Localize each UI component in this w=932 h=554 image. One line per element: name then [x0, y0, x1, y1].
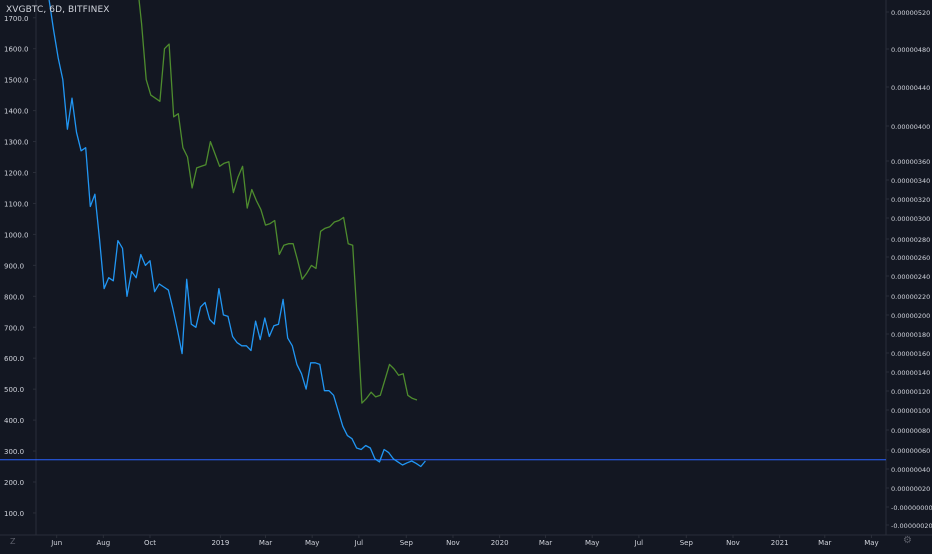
left-axis-tick-label: 1100.0: [4, 200, 29, 208]
time-axis-tick-label: May: [864, 539, 878, 547]
symbol-title[interactable]: XVGBTC, 6D, BITFINEX: [6, 5, 110, 15]
blue-series-line[interactable]: [48, 0, 426, 468]
time-axis-tick-label: Mar: [539, 539, 552, 547]
right-axis-tick-label: 0.00000300: [891, 215, 930, 223]
time-axis-tick-label: Mar: [818, 539, 831, 547]
time-axis-tick-label: 2019: [211, 539, 229, 547]
left-axis-tick-label: 900.0: [4, 262, 24, 270]
time-axis-tick-label: Nov: [446, 539, 460, 547]
green-series-line[interactable]: [137, 0, 418, 404]
right-axis-tick-label: 0.00000020: [891, 485, 930, 493]
time-axis[interactable]: Jun Aug Oct 2019 Mar May Jul Sep Nov 2020 Mar May Ju…: [50, 535, 879, 547]
time-axis-tick-label: Mar: [259, 539, 272, 547]
settings-gear-icon[interactable]: ⚙: [903, 535, 912, 546]
right-axis-tick-label: 0.00000200: [891, 312, 930, 320]
auto-scale-icon[interactable]: Z: [10, 537, 16, 546]
series-layer: [48, 0, 426, 468]
right-axis-tick-label: 0.00000040: [891, 466, 930, 474]
left-axis-tick-label: 1000.0: [4, 231, 29, 239]
left-axis-tick-label: 1400.0: [4, 108, 29, 116]
right-axis-tick-label: 0.00000520: [891, 9, 930, 17]
time-axis-tick-label: Sep: [400, 539, 414, 547]
right-axis-tick-label: 0.00000480: [891, 46, 930, 54]
right-axis[interactable]: -0.00000020 -0.00000000 0.00000020 0.000000…: [886, 9, 932, 530]
time-axis-tick-label: Oct: [144, 539, 156, 547]
right-axis-tick-label: 0.00000340: [891, 177, 930, 185]
time-axis-tick-label: Jun: [50, 539, 62, 547]
right-axis-tick-label: 0.00000220: [891, 293, 930, 301]
time-axis-tick-label: Sep: [680, 539, 694, 547]
left-axis-tick-label: 1500.0: [4, 77, 29, 85]
left-axis-tick-label: 100.0: [4, 510, 24, 518]
time-axis-tick-label: Jul: [634, 539, 644, 547]
right-axis-tick-label: 0.00000060: [891, 447, 930, 455]
right-axis-tick-label: 0.00000140: [891, 369, 930, 377]
right-axis-tick-label: -0.00000020: [891, 522, 932, 530]
left-axis-tick-label: 700.0: [4, 324, 24, 332]
time-axis-tick-label: May: [585, 539, 599, 547]
left-axis-tick-label: 300.0: [4, 448, 24, 456]
time-axis-tick-label: Jul: [354, 539, 364, 547]
left-axis-tick-label: 400.0: [4, 417, 24, 425]
right-axis-tick-label: 0.00000400: [891, 123, 930, 131]
left-axis-tick-label: 1200.0: [4, 170, 29, 178]
time-axis-tick-label: May: [305, 539, 319, 547]
right-axis-tick-label: 0.00000280: [891, 236, 930, 244]
left-axis-tick-label: 200.0: [4, 479, 24, 487]
right-axis-tick-label: 0.00000440: [891, 84, 930, 92]
right-axis-tick-label: 0.00000260: [891, 254, 930, 262]
left-axis-tick-label: 500.0: [4, 386, 24, 394]
right-axis-tick-label: 0.00000080: [891, 427, 930, 435]
left-axis-tick-label: 600.0: [4, 355, 24, 363]
left-axis-tick-label: 800.0: [4, 293, 24, 301]
time-axis-tick-label: 2021: [771, 539, 789, 547]
right-axis-tick-label: 0.00000240: [891, 273, 930, 281]
time-axis-tick-label: Nov: [726, 539, 740, 547]
right-axis-tick-label: 0.00000100: [891, 407, 930, 415]
right-axis-tick-label: 0.00000320: [891, 196, 930, 204]
left-axis-tick-label: 1300.0: [4, 139, 29, 147]
right-axis-tick-label: 0.00000360: [891, 158, 930, 166]
axes-layer: [0, 0, 932, 536]
right-axis-tick-label: 0.00000180: [891, 331, 930, 339]
time-axis-tick-label: Aug: [96, 539, 110, 547]
time-axis-tick-label: 2020: [491, 539, 509, 547]
right-axis-tick-label: -0.00000000: [891, 504, 932, 512]
left-axis-tick-label: 1600.0: [4, 46, 29, 54]
right-axis-tick-label: 0.00000160: [891, 350, 930, 358]
left-axis-tick-label: 1700.0: [4, 15, 29, 23]
left-axis[interactable]: 100.0 200.0 300.0 400.0 500.0 600.0 700.0 800.0…: [4, 15, 36, 518]
right-axis-tick-label: 0.00000120: [891, 388, 930, 396]
